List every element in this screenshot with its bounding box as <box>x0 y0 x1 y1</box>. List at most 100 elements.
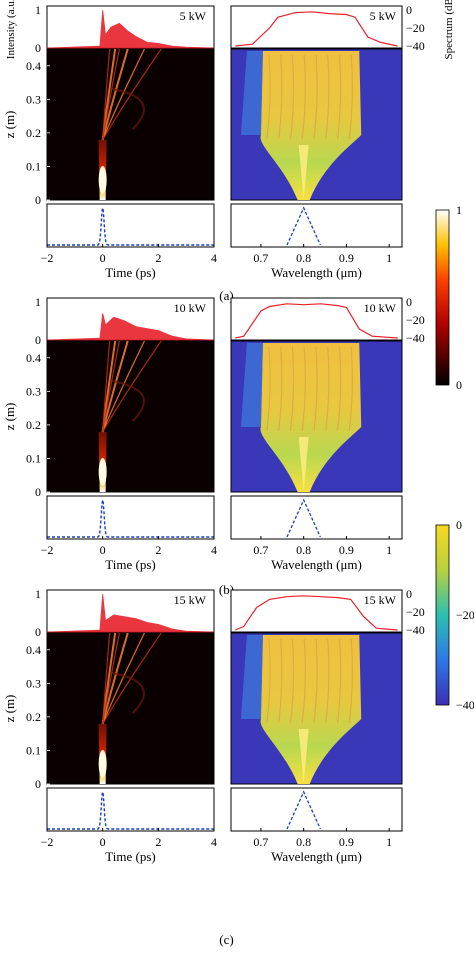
time-input-pulse <box>47 499 214 538</box>
time-evolution-map <box>46 632 215 785</box>
time-top-ytick: 0 <box>35 333 41 347</box>
dispersive-wave <box>112 672 145 714</box>
spectral-fringe <box>313 638 318 724</box>
time-axis-label: Time (ps) <box>105 849 155 864</box>
time-xtick-label: 0 <box>100 251 106 265</box>
time-input-box <box>46 203 215 248</box>
spectral-fringe <box>266 54 271 140</box>
spectral-fringe <box>348 638 353 724</box>
soliton-trajectory <box>102 632 120 725</box>
soliton-trajectory <box>102 48 162 141</box>
spectrum-output-box <box>230 5 403 49</box>
spectral-fringe <box>301 54 306 140</box>
spectrum-top-ylabel: Spectrum (dB) <box>443 0 455 60</box>
time-xtick-label: 4 <box>211 835 217 849</box>
z-tick-label: 0.3 <box>26 92 41 106</box>
colorbar-tick: −20 <box>456 608 474 622</box>
spectral-core <box>298 729 309 784</box>
spectrum-top-ytick: −40 <box>406 331 425 345</box>
spectrum-top-ytick: −40 <box>406 623 425 637</box>
wavelength-xtick-label: 0.9 <box>339 543 354 557</box>
z-axis-label: z (m) <box>2 695 17 723</box>
time-input-pulse <box>47 791 214 830</box>
peak-power-label: 5 kW <box>180 9 207 23</box>
spectral-fringe <box>266 346 271 432</box>
time-axis-label: Time (ps) <box>105 557 155 572</box>
spectral-broadening-region <box>260 51 362 200</box>
colorbar-tick: 0 <box>456 518 462 532</box>
wavelength-xtick-label: 0.9 <box>339 835 354 849</box>
wavelength-xtick-label: 0.8 <box>296 835 311 849</box>
spectral-fringe <box>348 54 353 140</box>
spectral-broadening-region <box>260 343 362 492</box>
wavelength-xtick-label: 0.8 <box>296 543 311 557</box>
wavelength-axis-label: Wavelength (μm) <box>271 265 362 280</box>
panel-letter: (b) <box>219 582 234 597</box>
output-spectrum-trace <box>235 11 398 47</box>
spectral-fringe <box>336 346 342 432</box>
wavelength-xtick-label: 0.9 <box>339 251 354 265</box>
compression-point <box>98 166 107 194</box>
time-xtick-label: 2 <box>155 251 161 265</box>
spectrum-input-box <box>230 495 403 540</box>
spectral-fringe <box>301 638 306 724</box>
spectral-fringe <box>278 346 283 432</box>
spectrum-output-box <box>230 297 403 341</box>
time-evolution-map <box>46 48 215 201</box>
spectral-fringe <box>289 54 295 140</box>
wavelength-axis-label: Wavelength (μm) <box>271 557 362 572</box>
z-tick-label: 0.4 <box>26 351 41 365</box>
z-tick-label: 0.4 <box>26 59 41 73</box>
z-tick-label: 0.2 <box>26 126 41 140</box>
time-top-ytick: 0 <box>35 625 41 639</box>
time-xtick-label: −2 <box>41 543 54 557</box>
wavelength-xtick-label: 1 <box>386 543 392 557</box>
soliton-trajectory <box>102 340 145 433</box>
z-tick-label: 0.1 <box>26 451 41 465</box>
spectral-fringe <box>336 54 342 140</box>
output-spectrum-trace <box>235 303 398 339</box>
output-spectrum-trace <box>235 595 398 631</box>
spectral-fringe <box>278 54 283 140</box>
dispersive-wave <box>112 88 145 130</box>
time-evolution-map <box>46 340 215 493</box>
wavelength-xtick-label: 0.7 <box>253 543 268 557</box>
colorbar-gradient <box>435 209 450 386</box>
time-xtick-label: 4 <box>211 543 217 557</box>
z-tick-label: 0 <box>35 193 41 207</box>
spectral-fringe <box>348 346 353 432</box>
spectral-core <box>298 145 309 200</box>
z-tick-label: 0 <box>35 777 41 791</box>
spectral-fringe <box>266 638 271 724</box>
spectrum-input-box <box>230 787 403 832</box>
spectral-core <box>298 437 309 492</box>
soliton-trajectory <box>102 48 145 141</box>
spectral-fringe <box>289 346 295 432</box>
time-axis-label: Time (ps) <box>105 265 155 280</box>
spectrum-top-ytick: −20 <box>406 313 425 327</box>
time-top-ytick: 1 <box>35 587 41 601</box>
time-top-ytick: 1 <box>35 3 41 17</box>
spectrum-top-ytick: −40 <box>406 39 425 53</box>
z-tick-label: 0.1 <box>26 743 41 757</box>
time-xtick-label: 2 <box>155 835 161 849</box>
time-xtick-label: 0 <box>100 543 106 557</box>
peak-power-label-spectrum: 15 kW <box>364 593 397 607</box>
spectral-broadening-region <box>260 635 362 784</box>
wavelength-xtick-label: 0.7 <box>253 251 268 265</box>
spectrum-input-pulse <box>286 206 321 246</box>
time-xtick-label: 2 <box>155 543 161 557</box>
wavelength-xtick-label: 1 <box>386 835 392 849</box>
spectral-wing-blue <box>240 51 263 135</box>
time-input-box <box>46 787 215 832</box>
time-top-ytick: 0 <box>35 41 41 55</box>
spectral-fringe <box>336 638 342 724</box>
z-tick-label: 0 <box>35 485 41 499</box>
spectral-fringe <box>325 346 330 432</box>
spectrum-top-ytick: 0 <box>406 3 412 17</box>
spectral-fringe <box>301 346 306 432</box>
soliton-trajectory <box>102 48 111 141</box>
soliton-trajectory <box>102 340 162 433</box>
